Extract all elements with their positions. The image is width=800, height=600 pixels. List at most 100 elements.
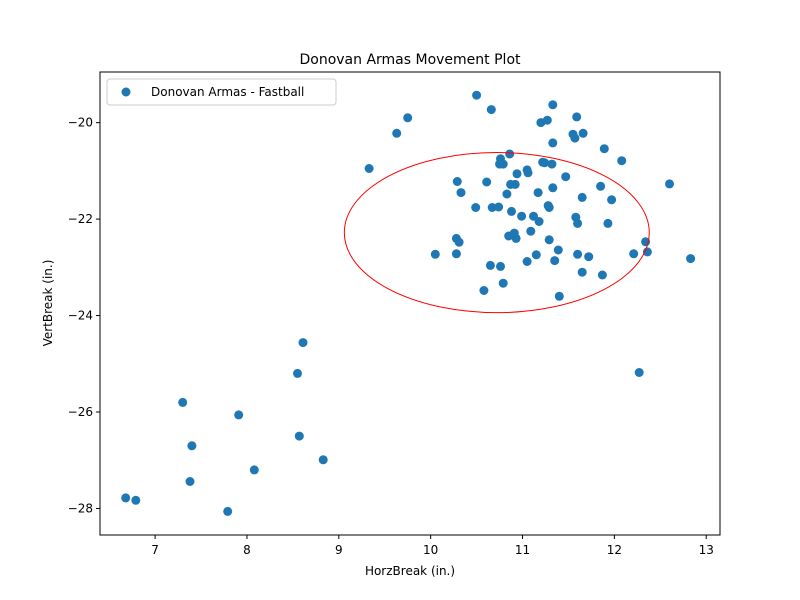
scatter-point xyxy=(454,237,464,247)
scatter-point xyxy=(510,179,520,189)
scatter-point xyxy=(472,90,482,100)
scatter-point xyxy=(577,192,587,202)
scatter-point xyxy=(293,368,302,378)
scatter-point xyxy=(452,177,462,186)
points-layer xyxy=(121,90,696,516)
scatter-point xyxy=(634,368,644,377)
scatter-point xyxy=(578,128,588,138)
scatter-point xyxy=(547,159,557,169)
scatter-point xyxy=(187,441,197,451)
scatter-point xyxy=(234,410,244,420)
scatter-point xyxy=(573,218,583,228)
scatter-point xyxy=(185,477,195,486)
legend: Donovan Armas - Fastball xyxy=(106,78,337,106)
x-tick-label: 7 xyxy=(151,543,159,557)
scatter-point xyxy=(554,291,564,301)
scatter-point xyxy=(403,113,413,123)
y-axis-ticks: −28 −26 −24 −22 −20 xyxy=(68,116,100,515)
scatter-point xyxy=(121,493,131,503)
scatter-point xyxy=(548,183,558,193)
scatter-point xyxy=(531,250,541,260)
y-tick-label: −20 xyxy=(68,116,93,130)
scatter-point xyxy=(496,261,505,271)
scatter-point xyxy=(553,245,563,255)
scatter-point xyxy=(223,506,233,516)
y-tick-label: −24 xyxy=(68,309,93,323)
scatter-point xyxy=(533,188,543,198)
x-axis-ticks: 7 8 9 10 11 12 13 xyxy=(151,535,714,557)
scatter-point xyxy=(642,247,652,257)
scatter-point xyxy=(603,218,613,228)
x-tick-label: 9 xyxy=(335,543,343,557)
scatter-point xyxy=(507,206,516,216)
scatter-point xyxy=(572,112,582,122)
scatter-point xyxy=(249,465,259,475)
scatter-point xyxy=(482,177,492,187)
scatter-point xyxy=(392,128,402,138)
scatter-point xyxy=(131,495,141,505)
x-tick-label: 11 xyxy=(515,543,530,557)
scatter-point xyxy=(686,254,696,264)
scatter-point xyxy=(430,249,440,259)
scatter-point xyxy=(486,105,496,115)
scatter-point xyxy=(584,252,594,262)
scatter-point xyxy=(548,100,558,110)
scatter-point xyxy=(597,270,607,280)
scatter-point xyxy=(178,397,188,407)
scatter-point xyxy=(544,235,554,245)
scatter-point xyxy=(529,211,538,221)
x-axis-label: HorzBreak (in.) xyxy=(365,564,455,578)
y-axis-label: VertBreak (in.) xyxy=(41,260,55,347)
scatter-point xyxy=(577,267,587,277)
scatter-point xyxy=(494,202,504,212)
scatter-point xyxy=(451,249,461,259)
scatter-point xyxy=(318,455,328,465)
y-tick-label: −26 xyxy=(68,405,93,419)
scatter-point xyxy=(629,249,639,259)
scatter-point xyxy=(561,172,571,182)
scatter-point xyxy=(534,217,544,226)
scatter-point xyxy=(573,249,583,259)
scatter-point xyxy=(522,165,532,175)
scatter-point xyxy=(364,164,374,173)
scatter-point xyxy=(550,256,560,266)
scatter-point xyxy=(526,226,536,236)
scatter-point xyxy=(487,203,497,212)
plot-area-frame xyxy=(99,71,721,536)
scatter-point xyxy=(542,115,552,125)
y-tick-label: −22 xyxy=(68,212,93,226)
scatter-point xyxy=(599,144,609,154)
scatter-point xyxy=(479,286,489,295)
scatter-point xyxy=(471,203,481,212)
x-tick-label: 13 xyxy=(699,543,714,557)
x-tick-label: 12 xyxy=(607,543,622,557)
scatter-point xyxy=(298,338,308,348)
legend-marker xyxy=(121,87,131,97)
x-tick-label: 8 xyxy=(243,543,251,557)
scatter-point xyxy=(495,159,505,169)
legend-box xyxy=(106,78,337,106)
scatter-point xyxy=(538,157,548,167)
scatter-point xyxy=(485,260,495,270)
y-tick-label: −28 xyxy=(68,501,93,515)
x-tick-label: 10 xyxy=(423,543,438,557)
scatter-point xyxy=(607,195,617,205)
scatter-point xyxy=(456,188,466,198)
scatter-point xyxy=(505,149,515,159)
scatter-point xyxy=(522,257,532,266)
scatter-point xyxy=(502,189,512,199)
scatter-point xyxy=(665,179,674,189)
scatter-point xyxy=(294,431,304,441)
scatter-point xyxy=(543,201,553,211)
confidence-ellipse xyxy=(343,152,650,314)
chart-title: Donovan Armas Movement Plot xyxy=(299,52,521,68)
scatter-point xyxy=(509,228,519,238)
scatter-point xyxy=(517,211,527,221)
scatter-point xyxy=(596,181,606,191)
scatter-point xyxy=(570,133,580,143)
scatter-point xyxy=(548,138,558,148)
legend-entry-label: Donovan Armas - Fastball xyxy=(151,85,304,99)
scatter-point xyxy=(498,278,508,288)
scatter-point xyxy=(617,156,627,166)
